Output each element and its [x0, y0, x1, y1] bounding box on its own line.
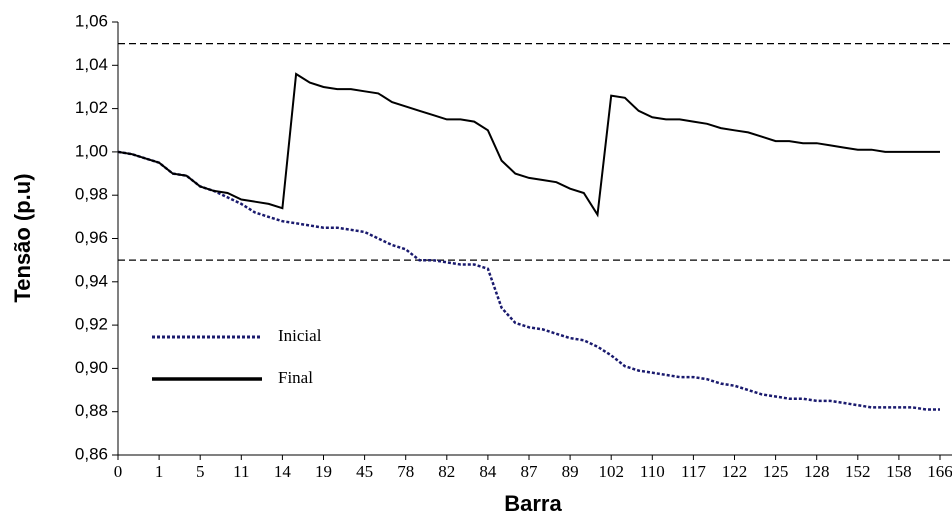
x-tick-label: 117 — [681, 462, 706, 481]
x-tick-label: 102 — [598, 462, 624, 481]
x-tick-label: 11 — [233, 462, 249, 481]
x-tick-label: 128 — [804, 462, 830, 481]
y-axis-label: Tensão (p.u) — [10, 173, 35, 302]
legend-label: Inicial — [278, 326, 322, 345]
x-tick-label: 158 — [886, 462, 912, 481]
y-tick-label: 1,04 — [75, 55, 108, 74]
y-tick-label: 0,98 — [75, 185, 108, 204]
x-tick-label: 125 — [763, 462, 789, 481]
x-tick-label: 110 — [640, 462, 665, 481]
x-axis-label: Barra — [504, 491, 562, 516]
x-tick-label: 45 — [356, 462, 373, 481]
x-tick-label: 166 — [927, 462, 952, 481]
y-tick-label: 0,88 — [75, 401, 108, 420]
data-line — [117, 72, 940, 218]
x-tick-label: 14 — [274, 462, 292, 481]
y-tick-label: 1,02 — [75, 98, 108, 117]
legend-label: Final — [278, 368, 313, 387]
x-tick-label: 89 — [562, 462, 579, 481]
x-tick-label: 84 — [479, 462, 497, 481]
x-tick-label: 0 — [114, 462, 123, 481]
x-tick-label: 78 — [397, 462, 414, 481]
y-tick-label: 0,92 — [75, 315, 108, 334]
y-tick-label: 1,06 — [75, 11, 108, 30]
x-tick-label: 19 — [315, 462, 332, 481]
x-tick-label: 1 — [155, 462, 164, 481]
x-tick-label: 122 — [722, 462, 748, 481]
y-tick-label: 0,90 — [75, 358, 108, 377]
y-tick-label: 0,96 — [75, 228, 108, 247]
x-tick-label: 82 — [438, 462, 455, 481]
x-tick-label: 5 — [196, 462, 205, 481]
x-tick-label: 87 — [521, 462, 539, 481]
y-tick-label: 1,00 — [75, 141, 108, 160]
x-tick-label: 152 — [845, 462, 871, 481]
y-tick-label: 0,94 — [75, 271, 108, 290]
data-line — [117, 150, 940, 411]
y-tick-label: 0,86 — [75, 444, 108, 463]
